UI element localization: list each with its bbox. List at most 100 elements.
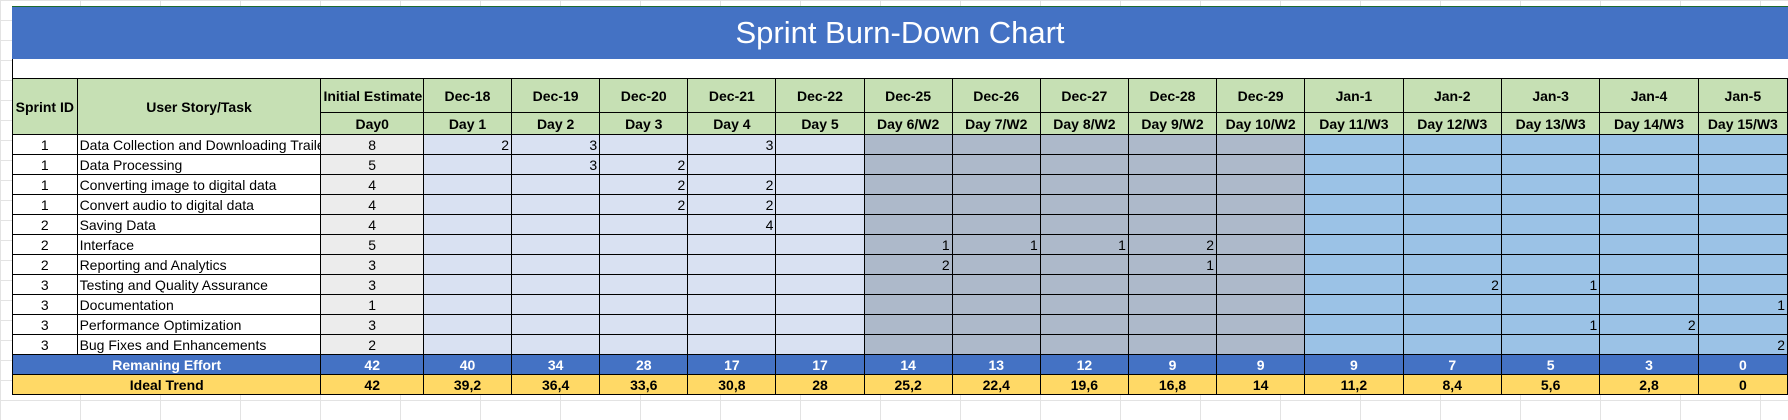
effort-cell[interactable] [863, 214, 953, 235]
task-cell[interactable]: Bug Fixes and Enhancements [76, 334, 322, 355]
sprint-id-cell[interactable]: 3 [12, 274, 78, 295]
header-task[interactable]: User Story/Task [76, 78, 322, 135]
effort-cell[interactable] [1599, 154, 1699, 175]
effort-cell[interactable] [1599, 134, 1699, 155]
effort-cell[interactable] [511, 314, 601, 335]
effort-cell[interactable] [511, 194, 601, 215]
remaining-value[interactable]: 17 [687, 354, 777, 375]
sprint-id-cell[interactable]: 3 [12, 334, 78, 355]
task-cell[interactable]: Reporting and Analytics [76, 254, 322, 275]
effort-cell[interactable] [687, 334, 777, 355]
effort-cell[interactable] [775, 274, 865, 295]
effort-cell[interactable] [1039, 154, 1129, 175]
effort-cell[interactable] [1304, 214, 1404, 235]
effort-cell[interactable] [1599, 274, 1699, 295]
effort-cell[interactable] [863, 274, 953, 295]
effort-cell[interactable] [1697, 154, 1788, 175]
effort-cell[interactable]: 2 [422, 134, 513, 155]
effort-cell[interactable] [1216, 134, 1306, 155]
effort-cell[interactable] [863, 174, 953, 195]
effort-cell[interactable]: 2 [1127, 234, 1218, 255]
effort-cell[interactable] [599, 314, 689, 335]
effort-cell[interactable] [511, 254, 601, 275]
effort-cell[interactable] [1304, 294, 1404, 315]
effort-cell[interactable] [1500, 334, 1601, 355]
header-date[interactable]: Dec-29 [1216, 78, 1306, 113]
sprint-id-cell[interactable]: 3 [12, 314, 78, 335]
ideal-value[interactable]: 22,4 [951, 374, 1041, 395]
effort-cell[interactable] [1599, 214, 1699, 235]
effort-cell[interactable] [1697, 314, 1788, 335]
effort-cell[interactable]: 1 [863, 234, 953, 255]
effort-cell[interactable] [775, 334, 865, 355]
effort-cell[interactable] [422, 214, 513, 235]
effort-cell[interactable] [775, 294, 865, 315]
header-day[interactable]: Day 10/W2 [1216, 112, 1306, 135]
effort-cell[interactable] [599, 134, 689, 155]
header-date[interactable]: Dec-20 [599, 78, 689, 113]
header-date[interactable]: Jan-2 [1402, 78, 1502, 113]
effort-cell[interactable]: 2 [599, 174, 689, 195]
effort-cell[interactable] [1216, 334, 1306, 355]
ideal-trend-label[interactable]: Ideal Trend [11, 374, 322, 395]
estimate-cell[interactable]: 2 [320, 334, 424, 355]
effort-cell[interactable] [1697, 134, 1788, 155]
effort-cell[interactable] [599, 334, 689, 355]
effort-cell[interactable] [1402, 174, 1502, 195]
effort-cell[interactable] [1697, 254, 1788, 275]
effort-cell[interactable] [1127, 274, 1218, 295]
remaining-value[interactable]: 3 [1599, 354, 1699, 375]
effort-cell[interactable] [1599, 174, 1699, 195]
effort-cell[interactable] [1402, 254, 1502, 275]
spacer-row[interactable] [12, 59, 1788, 79]
effort-cell[interactable] [422, 254, 513, 275]
effort-cell[interactable] [1402, 134, 1502, 155]
effort-cell[interactable]: 1 [1039, 234, 1129, 255]
effort-cell[interactable] [1599, 294, 1699, 315]
effort-cell[interactable] [1304, 314, 1404, 335]
effort-cell[interactable]: 1 [1697, 294, 1788, 315]
effort-cell[interactable] [599, 294, 689, 315]
effort-cell[interactable] [1039, 214, 1129, 235]
ideal-value[interactable]: 33,6 [599, 374, 689, 395]
effort-cell[interactable] [1599, 194, 1699, 215]
header-day[interactable]: Day 8/W2 [1039, 112, 1129, 135]
ideal-value[interactable]: 25,2 [863, 374, 953, 395]
ideal-value[interactable]: 16,8 [1127, 374, 1218, 395]
ideal-value[interactable]: 39,2 [422, 374, 513, 395]
remaining-value[interactable]: 9 [1216, 354, 1306, 375]
sprint-id-cell[interactable]: 2 [12, 214, 78, 235]
effort-cell[interactable] [1402, 334, 1502, 355]
effort-cell[interactable] [1216, 194, 1306, 215]
ideal-value[interactable]: 0 [1697, 374, 1788, 395]
estimate-cell[interactable]: 5 [320, 154, 424, 175]
effort-cell[interactable] [951, 174, 1041, 195]
effort-cell[interactable] [1216, 214, 1306, 235]
effort-cell[interactable] [1039, 194, 1129, 215]
effort-cell[interactable] [1216, 254, 1306, 275]
effort-cell[interactable] [1304, 274, 1404, 295]
effort-cell[interactable] [951, 334, 1041, 355]
header-day[interactable]: Day 9/W2 [1127, 112, 1218, 135]
sprint-id-cell[interactable]: 1 [12, 154, 78, 175]
effort-cell[interactable] [1304, 234, 1404, 255]
effort-cell[interactable] [599, 214, 689, 235]
effort-cell[interactable] [775, 154, 865, 175]
effort-cell[interactable]: 1 [1500, 314, 1601, 335]
effort-cell[interactable] [1599, 334, 1699, 355]
header-date[interactable]: Dec-26 [951, 78, 1041, 113]
effort-cell[interactable] [1500, 134, 1601, 155]
remaining-value[interactable]: 5 [1500, 354, 1601, 375]
effort-cell[interactable] [1304, 154, 1404, 175]
effort-cell[interactable] [1402, 234, 1502, 255]
title-banner[interactable]: Sprint Burn-Down Chart [12, 6, 1788, 60]
header-day[interactable]: Day 13/W3 [1500, 112, 1601, 135]
effort-cell[interactable] [1039, 294, 1129, 315]
effort-cell[interactable] [863, 154, 953, 175]
sprint-id-cell[interactable]: 1 [12, 194, 78, 215]
effort-cell[interactable] [422, 174, 513, 195]
effort-cell[interactable] [775, 254, 865, 275]
effort-cell[interactable] [422, 334, 513, 355]
effort-cell[interactable] [1402, 194, 1502, 215]
effort-cell[interactable] [1039, 274, 1129, 295]
